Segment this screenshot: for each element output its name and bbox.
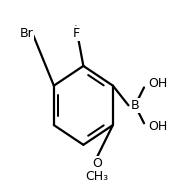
Text: CH₃: CH₃ [86,170,109,183]
Text: OH: OH [148,77,167,90]
Text: O: O [92,157,102,170]
Text: B: B [131,99,139,112]
Text: F: F [72,27,80,40]
Text: OH: OH [148,120,167,133]
Text: Br: Br [20,27,34,40]
